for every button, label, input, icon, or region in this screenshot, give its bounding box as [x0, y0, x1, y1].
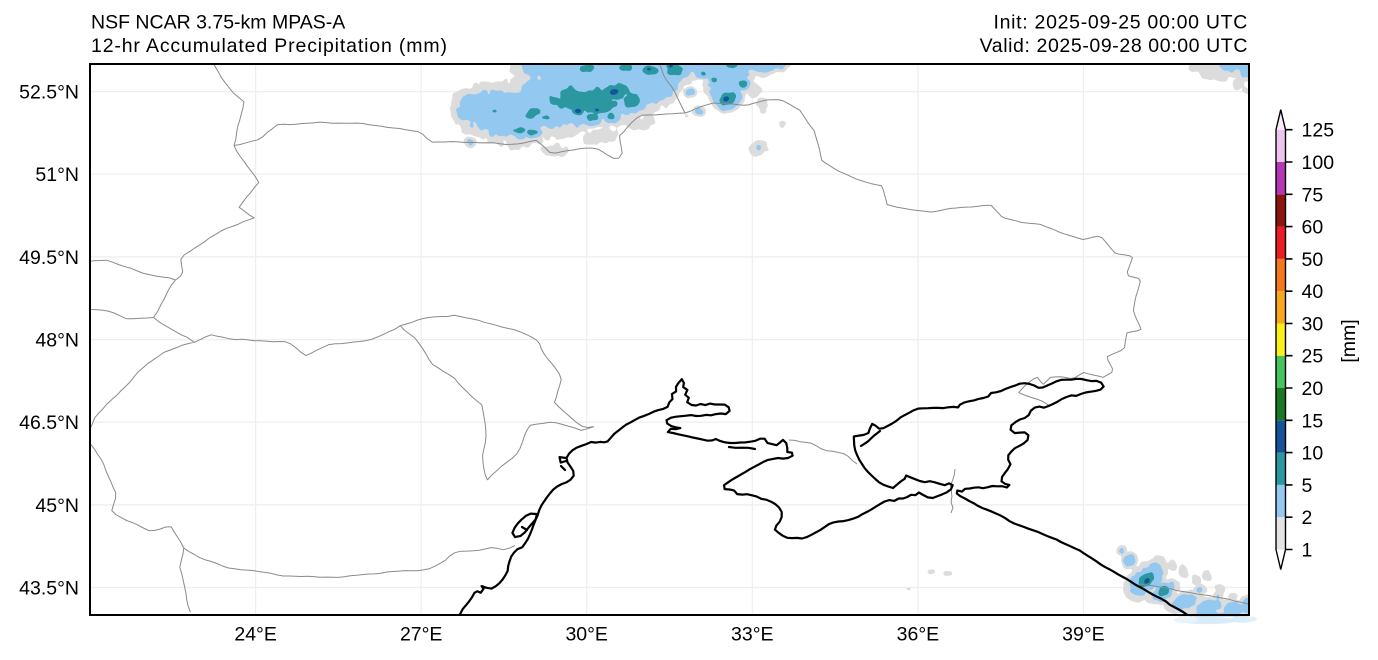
svg-text:52.5°N: 52.5°N — [19, 82, 79, 104]
svg-text:49.5°N: 49.5°N — [19, 247, 79, 269]
svg-text:27°E: 27°E — [400, 624, 443, 646]
svg-text:Valid: 2025-09-28 00:00 UTC: Valid: 2025-09-28 00:00 UTC — [980, 35, 1248, 57]
svg-text:51°N: 51°N — [35, 164, 79, 186]
svg-text:Init: 2025-09-25 00:00 UTC: Init: 2025-09-25 00:00 UTC — [993, 12, 1248, 34]
svg-text:50: 50 — [1302, 249, 1324, 271]
svg-text:15: 15 — [1302, 410, 1324, 432]
svg-text:100: 100 — [1302, 152, 1335, 174]
svg-text:75: 75 — [1302, 184, 1324, 206]
svg-text:2: 2 — [1302, 507, 1313, 529]
svg-text:33°E: 33°E — [731, 624, 774, 646]
svg-text:10: 10 — [1302, 443, 1324, 465]
svg-text:30: 30 — [1302, 314, 1324, 336]
svg-text:25: 25 — [1302, 346, 1324, 368]
svg-text:5: 5 — [1302, 475, 1313, 497]
svg-text:20: 20 — [1302, 378, 1324, 400]
svg-text:12-hr Accumulated Precipitatio: 12-hr Accumulated Precipitation (mm) — [91, 35, 448, 57]
svg-text:46.5°N: 46.5°N — [19, 412, 79, 434]
svg-text:36°E: 36°E — [897, 624, 940, 646]
svg-text:1: 1 — [1302, 540, 1313, 562]
svg-text:125: 125 — [1302, 120, 1335, 142]
svg-text:40: 40 — [1302, 281, 1324, 303]
svg-text:NSF NCAR 3.75-km MPAS-A: NSF NCAR 3.75-km MPAS-A — [91, 12, 345, 34]
svg-text:45°N: 45°N — [35, 495, 79, 517]
svg-text:[mm]: [mm] — [1338, 319, 1360, 362]
svg-text:60: 60 — [1302, 217, 1324, 239]
svg-text:39°E: 39°E — [1062, 624, 1105, 646]
svg-text:48°N: 48°N — [35, 330, 79, 352]
svg-text:30°E: 30°E — [565, 624, 608, 646]
svg-text:24°E: 24°E — [234, 624, 277, 646]
svg-text:43.5°N: 43.5°N — [19, 578, 79, 600]
